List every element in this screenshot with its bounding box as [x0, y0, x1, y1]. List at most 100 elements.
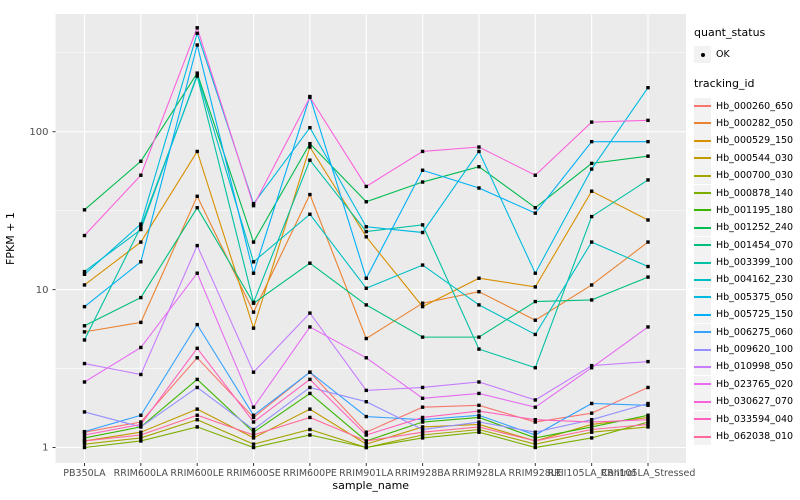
series-color-line-icon: [694, 105, 711, 108]
data-point: [646, 275, 650, 279]
data-point: [646, 403, 650, 408]
data-point: [589, 139, 594, 144]
data-point: [420, 436, 425, 440]
legend-key-box: [694, 149, 711, 167]
data-point: [195, 407, 199, 411]
data-point: [364, 430, 368, 434]
data-point: [646, 264, 650, 269]
data-point: [139, 225, 143, 229]
data-point: [251, 405, 256, 409]
data-point: [420, 230, 425, 235]
data-point: [82, 442, 87, 446]
data-point: [251, 415, 256, 420]
legend-key-box: [694, 219, 711, 237]
data-point: [139, 240, 143, 244]
data-point: [139, 222, 143, 226]
data-point: [364, 276, 368, 280]
legend-item-label: Hb_005725_150: [716, 309, 794, 321]
legend-item-label: Hb_000700_030: [716, 170, 794, 182]
data-point: [308, 391, 312, 396]
legend-item-label: Hb_000544_030: [716, 152, 794, 164]
data-point: [308, 95, 312, 100]
data-point: [589, 120, 594, 124]
legend-key-box: [694, 341, 711, 359]
data-point: [364, 200, 368, 204]
legend-item-label: Hb_001195_180: [716, 204, 794, 216]
data-point: [195, 149, 199, 154]
data-point: [477, 186, 481, 190]
x-tick-label: PB350LA: [63, 468, 106, 479]
series-color-line-icon: [694, 226, 711, 229]
data-point: [195, 43, 199, 47]
data-point: [477, 276, 481, 280]
data-point: [589, 430, 594, 434]
legend-key-box: [694, 306, 711, 324]
series-color-line-icon: [694, 365, 711, 368]
legend-item: Hb_005725_150: [694, 306, 800, 324]
legend-item-label: Hb_000529_150: [716, 135, 794, 147]
data-point: [308, 427, 312, 432]
data-point: [477, 335, 481, 339]
data-point: [139, 420, 143, 424]
data-point: [589, 366, 594, 370]
data-point: [477, 415, 481, 420]
data-point: [646, 417, 650, 422]
data-point: [533, 445, 537, 450]
data-point: [420, 425, 425, 429]
series-color-line-icon: [694, 313, 711, 316]
legend-item-label: Hb_010998_050: [716, 361, 794, 373]
data-point: [195, 31, 199, 35]
data-point: [420, 415, 425, 420]
legend-item-label: Hb_000260_650: [716, 100, 794, 112]
data-point: [477, 425, 481, 429]
data-point: [82, 433, 87, 437]
legend-key-box: [694, 184, 711, 202]
legend-item-label: Hb_005375_050: [716, 291, 794, 303]
y-tick-label: 100: [29, 127, 48, 138]
data-point: [477, 430, 481, 434]
legend-item-label: Hb_062038_010: [716, 431, 794, 442]
data-point: [364, 442, 368, 446]
legend-item: Hb_000260_650: [694, 97, 800, 115]
data-point: [646, 401, 650, 406]
data-point: [420, 396, 425, 400]
data-point: [646, 425, 650, 429]
data-point: [589, 363, 594, 368]
data-point: [139, 422, 143, 427]
data-point: [139, 433, 143, 437]
series-color-line-icon: [694, 209, 711, 212]
data-point: [308, 407, 312, 411]
data-point: [533, 442, 537, 446]
data-point: [533, 332, 537, 337]
data-point: [364, 388, 368, 393]
data-point: [589, 427, 594, 432]
legend-item-label: Hb_004162_230: [716, 274, 794, 286]
data-point: [195, 26, 199, 30]
data-point: [420, 427, 425, 432]
data-point: [646, 178, 650, 182]
data-point: [251, 445, 256, 450]
x-tick-label: RRII105LA_Control: [548, 468, 636, 479]
data-point: [646, 118, 650, 123]
data-point: [646, 154, 650, 158]
data-point: [477, 413, 481, 417]
data-point: [308, 141, 312, 146]
data-point: [308, 370, 312, 374]
data-point: [477, 391, 481, 396]
data-point: [139, 320, 143, 325]
quant-status-legend-title: quant_status: [694, 26, 766, 39]
legend-item-label: Hb_023765_020: [716, 378, 794, 390]
legend-item: Hb_000282_050: [694, 114, 800, 132]
series-color-line-icon: [694, 122, 711, 125]
data-point: [533, 299, 537, 304]
legend-key-box: [694, 323, 711, 341]
legend-item-label: OK: [716, 49, 730, 61]
data-point: [195, 194, 199, 198]
data-point: [195, 417, 199, 422]
x-tick-label: RRIM600PE: [283, 468, 337, 479]
legend-item-label: Hb_030627_070: [716, 396, 794, 408]
data-point: [308, 415, 312, 420]
legend-item: Hb_010998_050: [694, 358, 800, 376]
series-color-line-icon: [694, 157, 711, 160]
